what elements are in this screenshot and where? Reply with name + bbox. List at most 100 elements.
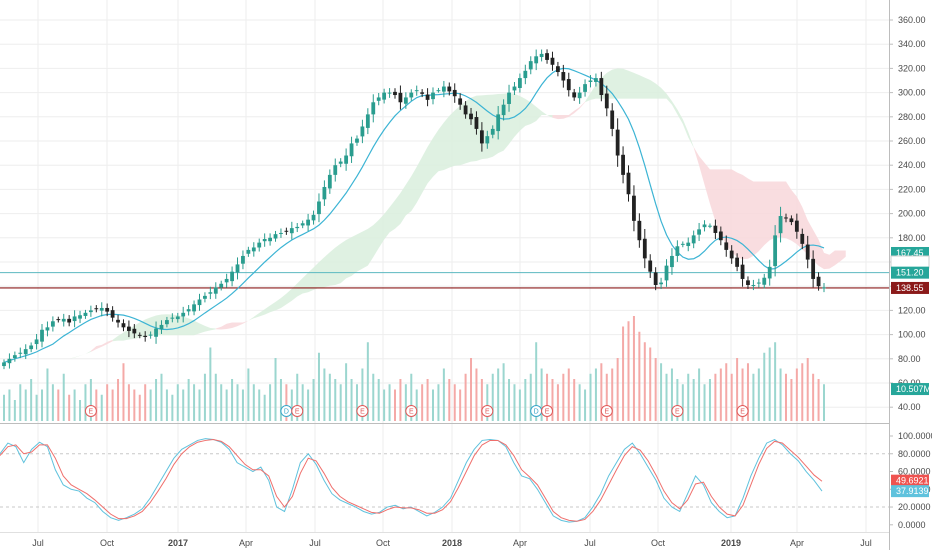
candle-body[interactable] [740,264,745,279]
candle-body[interactable] [295,226,300,229]
candle-body[interactable] [279,232,283,234]
candle-body[interactable] [257,242,262,248]
candle-body[interactable] [382,92,387,100]
candle-body[interactable] [78,315,82,319]
candle-body[interactable] [143,335,148,338]
candle-body[interactable] [653,272,658,285]
candle-body[interactable] [251,247,256,252]
candle-body[interactable] [99,307,104,311]
candle-body[interactable] [300,223,305,226]
candle-body[interactable] [691,235,696,244]
candle-body[interactable] [371,102,376,115]
candle-body[interactable] [175,316,180,320]
candle-body[interactable] [811,258,816,279]
candle-body[interactable] [355,138,359,143]
candle-body[interactable] [637,220,642,241]
candle-body[interactable] [165,320,169,325]
candle-body[interactable] [746,280,750,285]
candle-body[interactable] [208,292,213,294]
candle-body[interactable] [246,249,251,254]
candle-body[interactable] [550,57,555,65]
candle-body[interactable] [501,104,506,116]
candle-body[interactable] [67,318,72,323]
candle-body[interactable] [393,91,397,96]
candle-body[interactable] [224,278,229,283]
candle-body[interactable] [452,89,457,97]
candle-body[interactable] [794,220,799,232]
candle-body[interactable] [496,114,501,132]
earnings-marker[interactable] [736,405,749,417]
candle-body[interactable] [7,358,12,364]
candle-body[interactable] [632,195,636,221]
candle-body[interactable] [789,218,794,223]
candle-body[interactable] [88,310,93,313]
candle-body[interactable] [610,110,615,129]
candle-body[interactable] [718,231,723,241]
candle-body[interactable] [751,284,756,286]
candle-body[interactable] [137,334,142,336]
candle-body[interactable] [344,155,349,164]
earnings-marker[interactable] [356,405,369,417]
candle-body[interactable] [241,255,245,264]
candle-body[interactable] [441,86,446,92]
candle-body[interactable] [322,186,327,200]
candle-body[interactable] [387,92,392,94]
candle-body[interactable] [523,70,528,79]
candle-body[interactable] [800,233,805,244]
candle-body[interactable] [485,136,490,144]
candle-body[interactable] [545,53,549,60]
candle-body[interactable] [773,235,778,267]
candle-body[interactable] [425,94,430,100]
candle-body[interactable] [528,61,533,70]
candle-body[interactable] [670,255,674,268]
earnings-marker[interactable] [291,405,304,417]
candle-body[interactable] [735,257,740,267]
candle-body[interactable] [83,312,88,316]
candle-body[interactable] [615,129,620,156]
candle-body[interactable] [110,310,115,318]
candle-body[interactable] [18,352,23,354]
candle-body[interactable] [680,243,685,245]
candle-body[interactable] [327,174,332,189]
candle-body[interactable] [577,92,582,99]
candle-body[interactable] [621,154,625,175]
candle-body[interactable] [572,92,577,98]
candle-body[interactable] [534,56,539,64]
candle-body[interactable] [50,321,55,327]
earnings-marker[interactable] [600,405,613,417]
candle-body[interactable] [675,246,680,256]
candle-body[interactable] [762,277,767,285]
candle-body[interactable] [599,78,604,96]
candle-body[interactable] [203,295,207,299]
candle-body[interactable] [333,165,338,175]
candle-body[interactable] [181,312,186,317]
candle-body[interactable] [121,323,126,328]
candle-body[interactable] [154,328,158,337]
candle-body[interactable] [306,219,311,226]
candle-body[interactable] [29,345,34,350]
candle-body[interactable] [376,97,381,101]
candle-body[interactable] [561,72,566,81]
candle-body[interactable] [132,328,137,334]
candle-body[interactable] [784,217,788,219]
candle-body[interactable] [61,318,66,322]
candle-body[interactable] [148,334,153,336]
candle-body[interactable] [479,130,484,144]
candle-body[interactable] [338,161,343,164]
stoch-d-line[interactable] [0,439,823,522]
candlesticks[interactable] [2,49,826,370]
candle-body[interactable] [583,84,587,92]
candle-body[interactable] [431,92,435,100]
candle-body[interactable] [822,287,826,289]
candle-body[interactable] [659,282,663,285]
candle-body[interactable] [262,239,267,242]
candle-body[interactable] [724,242,729,250]
candle-body[interactable] [756,282,761,284]
candle-body[interactable] [186,309,191,312]
candle-body[interactable] [708,225,712,227]
candle-body[interactable] [94,308,99,310]
candle-body[interactable] [512,86,517,91]
candle-body[interactable] [289,228,294,234]
candle-body[interactable] [317,201,321,215]
